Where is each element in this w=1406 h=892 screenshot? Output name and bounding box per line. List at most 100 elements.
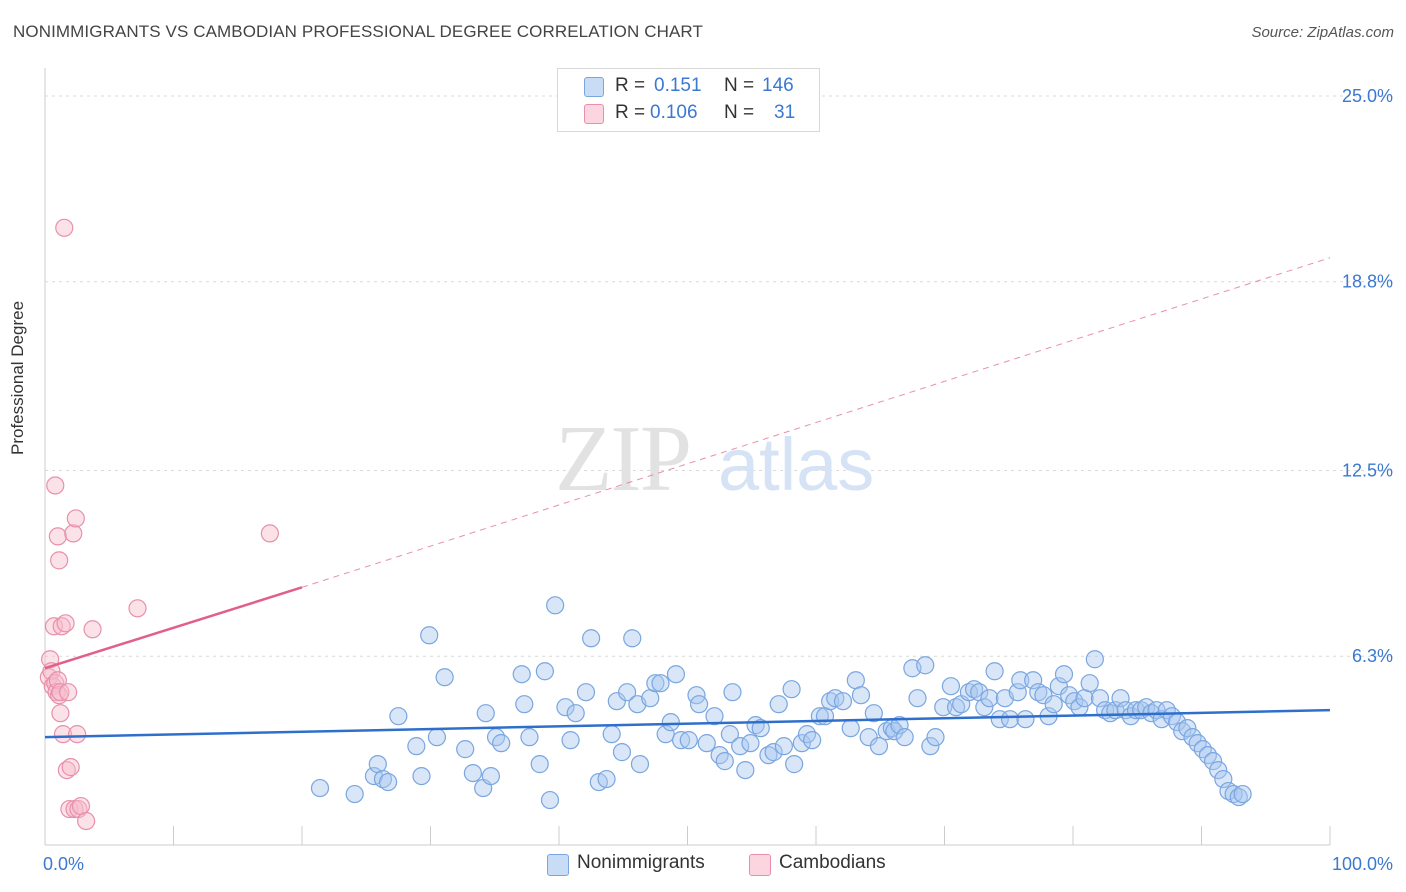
data-point xyxy=(656,725,675,744)
legend-n-label: N = xyxy=(724,75,755,96)
data-point xyxy=(630,755,650,774)
data-point xyxy=(515,695,534,714)
data-point xyxy=(1016,710,1035,729)
data-point xyxy=(1162,707,1182,726)
data-point xyxy=(1029,683,1048,702)
data-point xyxy=(769,695,788,714)
y-tick-label: 18.8% xyxy=(1342,272,1393,292)
data-point xyxy=(1203,752,1223,771)
data-point xyxy=(679,731,698,750)
data-point xyxy=(705,707,724,726)
data-point xyxy=(492,734,511,753)
data-point xyxy=(908,689,927,708)
data-point xyxy=(1219,781,1238,801)
data-point xyxy=(916,656,935,675)
data-point xyxy=(1178,719,1197,738)
data-point xyxy=(1214,769,1233,789)
data-point xyxy=(435,668,454,687)
data-point xyxy=(310,778,330,798)
data-point xyxy=(666,665,686,684)
data-point xyxy=(941,677,961,696)
legend-r-value: 0.106 xyxy=(650,102,698,123)
data-point xyxy=(1000,710,1020,729)
data-point xyxy=(803,731,822,750)
data-point xyxy=(851,686,871,705)
data-point xyxy=(420,626,439,645)
legend-n-value: 31 xyxy=(774,102,796,123)
source-note: Source: ZipAtlas.com xyxy=(1251,24,1394,41)
y-axis-label: Professional Degree xyxy=(8,300,27,455)
data-point xyxy=(407,737,426,756)
data-point xyxy=(1008,683,1027,702)
data-point xyxy=(1137,698,1156,717)
data-point xyxy=(890,716,909,735)
data-point xyxy=(1065,692,1084,711)
data-point xyxy=(61,758,80,777)
data-point xyxy=(1085,650,1104,669)
data-point xyxy=(864,704,883,723)
data-point xyxy=(476,704,495,723)
data-point xyxy=(1044,695,1063,714)
data-point xyxy=(44,617,64,636)
data-point xyxy=(530,755,549,774)
chart-title: NONIMMIGRANTS VS CAMBODIAN PROFESSIONAL … xyxy=(13,22,703,41)
legend-r-value: 0.151 xyxy=(654,75,702,96)
data-point xyxy=(59,683,78,702)
legend-r-label: R = xyxy=(615,102,646,123)
data-point xyxy=(715,752,734,771)
x-tick-label: 100.0% xyxy=(1332,854,1393,874)
data-point xyxy=(540,790,560,810)
data-point xyxy=(55,218,74,237)
data-point xyxy=(51,683,70,702)
cambodians-points xyxy=(39,218,279,831)
data-point xyxy=(975,698,994,717)
trend-lines xyxy=(44,257,1331,739)
trend-line-extension xyxy=(301,257,1331,588)
data-point xyxy=(821,692,840,711)
data-point xyxy=(412,766,431,786)
data-point xyxy=(427,728,447,747)
svg-text:atlas: atlas xyxy=(718,423,874,506)
data-point xyxy=(926,728,945,747)
data-point xyxy=(782,680,801,699)
data-point xyxy=(731,737,750,756)
data-point xyxy=(66,509,85,528)
y-tick-label: 25.0% xyxy=(1342,86,1393,106)
data-point xyxy=(83,620,102,639)
data-point xyxy=(710,746,729,765)
data-point xyxy=(859,728,878,747)
x-tick-labels: 0.0% 100.0% xyxy=(43,854,1393,874)
data-point xyxy=(612,743,632,762)
data-point xyxy=(885,722,904,741)
legend-r-label: R = xyxy=(615,75,646,96)
data-point xyxy=(1034,686,1053,705)
data-point xyxy=(597,769,616,789)
trend-line xyxy=(44,708,1331,739)
data-point xyxy=(53,725,73,744)
data-point xyxy=(1198,746,1218,765)
data-point xyxy=(751,719,770,738)
data-point xyxy=(1173,722,1192,741)
data-point xyxy=(607,692,626,711)
data-point xyxy=(48,527,67,546)
data-point xyxy=(764,743,783,762)
data-point xyxy=(723,683,742,702)
legend-swatch-nonimmigrants xyxy=(584,77,604,97)
legend-n-label: N = xyxy=(724,102,755,123)
data-point xyxy=(373,769,393,789)
data-point xyxy=(792,734,811,753)
x-tick-label: 0.0% xyxy=(43,854,84,874)
data-point xyxy=(456,740,475,759)
data-point xyxy=(481,766,500,786)
data-point xyxy=(77,811,96,831)
data-point xyxy=(774,737,793,756)
data-point xyxy=(833,692,853,711)
data-point xyxy=(1060,686,1079,705)
data-point xyxy=(618,683,637,702)
data-point xyxy=(934,698,953,717)
data-point xyxy=(50,551,69,570)
data-point xyxy=(582,629,601,648)
data-point xyxy=(48,671,67,690)
bottom-legend-swatch-cambodians xyxy=(749,854,771,876)
